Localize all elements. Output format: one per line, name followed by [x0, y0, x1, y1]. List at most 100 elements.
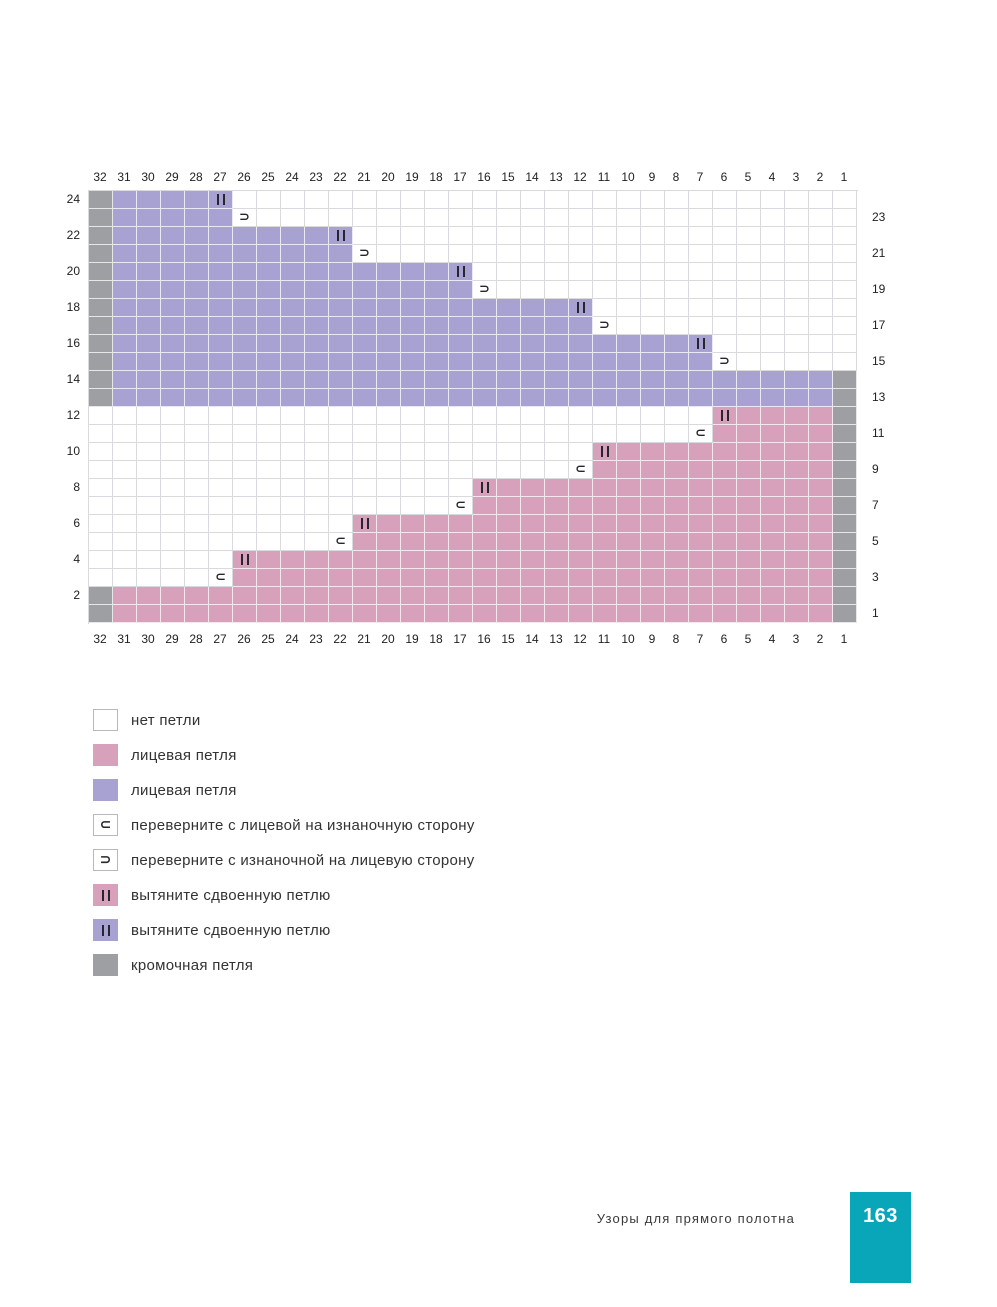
grid-cell-r5-c26: [233, 533, 257, 551]
grid-cell-r18-c31: [113, 299, 137, 317]
grid-cell-r19-c4: [761, 281, 785, 299]
grid-cell-r1-c9: [641, 605, 665, 623]
grid-cell-r20-c11: [593, 263, 617, 281]
grid-cell-r18-c8: [665, 299, 689, 317]
grid-cell-r2-c13: [545, 587, 569, 605]
grid-cell-r13-c2: [809, 389, 833, 407]
grid-cell-r9-c6: [713, 461, 737, 479]
grid-cell-r14-c9: [641, 371, 665, 389]
grid-cell-r13-c14: [521, 389, 545, 407]
grid-cell-r6-c10: [617, 515, 641, 533]
grid-cell-r16-c7: [689, 335, 713, 353]
grid-cell-r24-c8: [665, 191, 689, 209]
row-number: 21: [872, 246, 886, 260]
grid-cell-r23-c31: [113, 209, 137, 227]
grid-cell-r22-c6: [713, 227, 737, 245]
grid-cell-r23-c30: [137, 209, 161, 227]
grid-cell-r13-c21: [353, 389, 377, 407]
column-number: 10: [621, 170, 635, 184]
grid-cell-r20-c16: [473, 263, 497, 281]
column-number: 16: [477, 170, 491, 184]
grid-cell-r24-c6: [713, 191, 737, 209]
grid-cell-r5-c4: [761, 533, 785, 551]
grid-cell-r7-c29: [161, 497, 185, 515]
grid-cell-r9-c22: [329, 461, 353, 479]
grid-cell-r21-c32: [89, 245, 113, 263]
column-number: 9: [648, 170, 656, 184]
double-stitch-icon: [720, 410, 729, 421]
grid-cell-r21-c17: [449, 245, 473, 263]
grid-cell-r24-c27: [209, 191, 233, 209]
grid-cell-r18-c14: [521, 299, 545, 317]
grid-cell-r14-c19: [401, 371, 425, 389]
grid-cell-r16-c30: [137, 335, 161, 353]
grid-cell-r23-c8: [665, 209, 689, 227]
double-stitch-purple-icon: [93, 919, 118, 941]
grid-cell-r15-c13: [545, 353, 569, 371]
row-numbers-right: 23 21 19 17 15 13 11 9 7 5 3 1: [860, 190, 906, 622]
grid-cell-r9-c13: [545, 461, 569, 479]
grid-cell-r8-c28: [185, 479, 209, 497]
grid-cell-r20-c15: [497, 263, 521, 281]
double-stitch-icon: [101, 889, 110, 901]
grid-cell-r9-c20: [377, 461, 401, 479]
grid-cell-r24-c10: [617, 191, 641, 209]
grid-cell-r1-c7: [689, 605, 713, 623]
grid-cell-r18-c7: [689, 299, 713, 317]
row-number: 8: [73, 480, 80, 494]
grid-cell-r10-c15: [497, 443, 521, 461]
grid-cell-r11-c13: [545, 425, 569, 443]
column-numbers-bottom: 32 31 30 29 28 27 26 25 24 23 22 21 20 19 18 17 16 15 14 13…: [88, 631, 856, 647]
column-number: 10: [621, 632, 635, 646]
grid-cell-r5-c11: [593, 533, 617, 551]
row-number: 5: [872, 534, 879, 548]
grid-cell-r16-c12: [569, 335, 593, 353]
grid-cell-r12-c23: [305, 407, 329, 425]
no-stitch-swatch: [93, 709, 118, 731]
grid-cell-r18-c15: [497, 299, 521, 317]
grid-cell-r18-c27: [209, 299, 233, 317]
grid-cell-r20-c20: [377, 263, 401, 281]
grid-cell-r21-c13: [545, 245, 569, 263]
grid-cell-r23-c6: [713, 209, 737, 227]
grid-cell-r6-c26: [233, 515, 257, 533]
grid-cell-r8-c26: [233, 479, 257, 497]
grid-cell-r18-c16: [473, 299, 497, 317]
grid-cell-r3-c18: [425, 569, 449, 587]
column-number: 25: [261, 170, 275, 184]
grid-cell-r6-c14: [521, 515, 545, 533]
grid-cell-r17-c1: [833, 317, 857, 335]
grid-cell-r6-c16: [473, 515, 497, 533]
grid-cell-r19-c14: [521, 281, 545, 299]
grid-cell-r22-c7: [689, 227, 713, 245]
legend-label: переверните с изнаночной на лицевую стор…: [131, 851, 475, 869]
grid-cell-r17-c16: [473, 317, 497, 335]
grid-cell-r10-c26: [233, 443, 257, 461]
column-number: 28: [189, 632, 203, 646]
grid-cell-r4-c19: [401, 551, 425, 569]
page-number-badge: 163: [850, 1192, 911, 1283]
grid-cell-r2-c5: [737, 587, 761, 605]
double-stitch-icon: [216, 194, 225, 205]
grid-cell-r11-c19: [401, 425, 425, 443]
grid-cell-r6-c32: [89, 515, 113, 533]
grid-cell-r4-c22: [329, 551, 353, 569]
grid-cell-r13-c25: [257, 389, 281, 407]
column-number: 4: [768, 170, 776, 184]
grid-cell-r24-c15: [497, 191, 521, 209]
grid-cell-r22-c25: [257, 227, 281, 245]
grid-cell-r3-c7: [689, 569, 713, 587]
grid-cell-r19-c15: [497, 281, 521, 299]
grid-cell-r14-c30: [137, 371, 161, 389]
grid-cell-r13-c6: [713, 389, 737, 407]
grid-cell-r22-c10: [617, 227, 641, 245]
turn-to-wrong-side-icon: ⊂: [695, 426, 706, 441]
grid-cell-r22-c22: [329, 227, 353, 245]
grid-cell-r2-c4: [761, 587, 785, 605]
grid-cell-r5-c25: [257, 533, 281, 551]
grid-cell-r16-c19: [401, 335, 425, 353]
column-number: 21: [357, 632, 371, 646]
column-number: 24: [285, 170, 299, 184]
grid-cell-r16-c31: [113, 335, 137, 353]
